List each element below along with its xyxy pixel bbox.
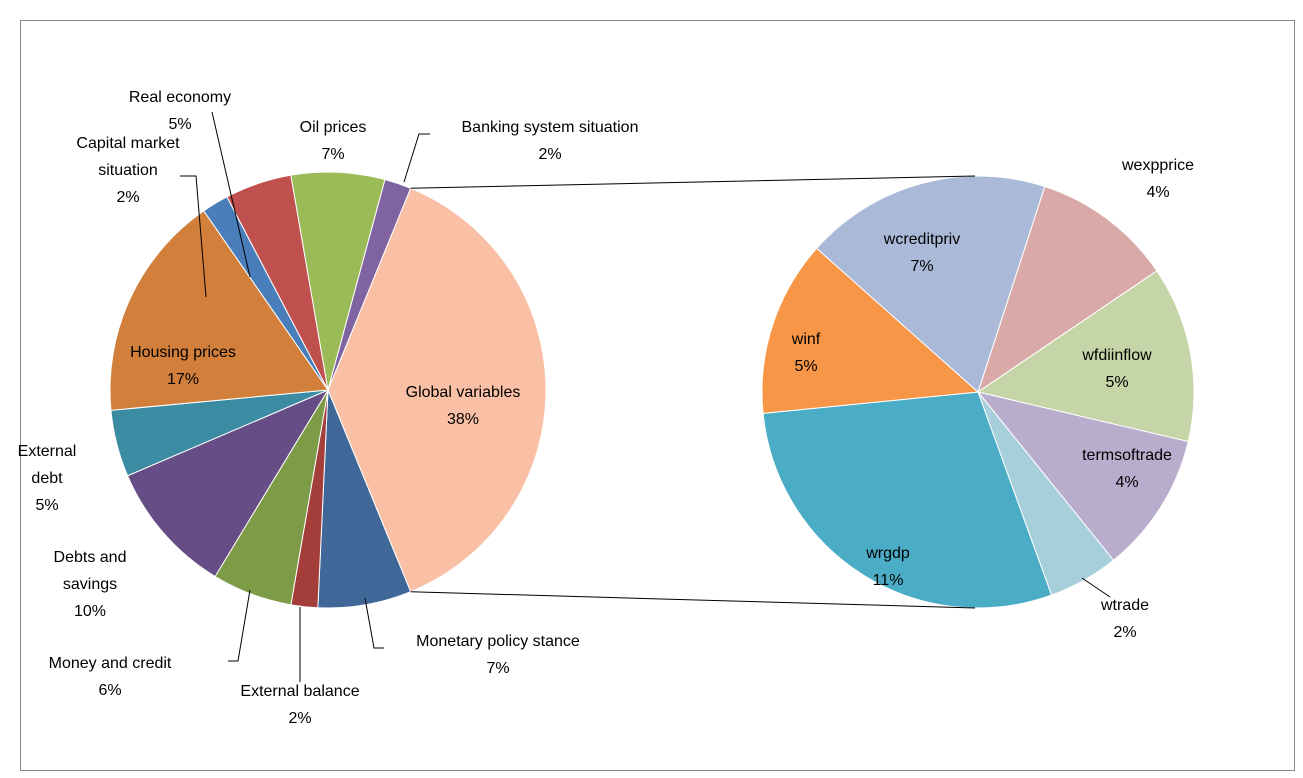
value-label: 4% (1115, 474, 1139, 491)
value-label: 4% (1146, 184, 1170, 201)
category-name: wcreditpriv (883, 231, 961, 248)
slice-label: wcreditpriv 7% (852, 226, 992, 280)
category-name: Banking system situation (461, 119, 639, 136)
slice-label: Monetary policy stance 7% (368, 628, 628, 682)
category-name: Housing prices (130, 344, 236, 361)
slice-label: wrgdp 11% (838, 540, 938, 594)
slice-label: External balance 2% (200, 678, 400, 732)
category-name: winf (791, 331, 821, 348)
leader-line (403, 133, 430, 183)
category-name: Oil prices (299, 119, 367, 136)
category-name: wtrade (1100, 597, 1150, 614)
leader-line (228, 589, 251, 662)
value-label: 7% (321, 146, 345, 163)
category-name: wexpprice (1121, 157, 1195, 174)
value-label: 5% (35, 497, 59, 514)
value-label: 6% (98, 682, 122, 699)
slice-label: wfdiinflow 5% (1047, 342, 1187, 396)
slice-label: wtrade 2% (1075, 592, 1175, 646)
value-label: 2% (1113, 624, 1137, 641)
slice-label: Real economy 5% (110, 84, 250, 138)
slice-label: Housing prices 17% (103, 339, 263, 393)
pie-slice (327, 178, 412, 391)
leader-line (1081, 577, 1111, 598)
value-label: 11% (872, 572, 904, 589)
pie-slice (815, 175, 1046, 393)
slice-label: Global variables 38% (363, 379, 563, 433)
slices (109, 171, 1195, 609)
leader-line (211, 111, 251, 278)
pie-slice (977, 185, 1158, 394)
pie-slice (761, 247, 980, 414)
pie-slice (126, 388, 330, 578)
category-name: External debt (17, 443, 77, 487)
value-label: 5% (168, 116, 192, 133)
value-label: 2% (288, 710, 312, 727)
leader-line (364, 597, 384, 649)
category-name: Monetary policy stance (416, 633, 580, 650)
value-label: 10% (73, 603, 107, 620)
value-label: 7% (486, 660, 510, 677)
slice-label: Banking system situation 2% (400, 114, 700, 168)
category-name: wfdiinflow (1082, 347, 1152, 364)
slice-label: Money and credit 6% (10, 650, 210, 704)
category-name: Capital market situation (76, 135, 180, 179)
connector-line (410, 175, 976, 189)
pie-slice (327, 187, 547, 593)
slice-label: wexpprice 4% (1088, 152, 1228, 206)
value-label: 5% (1105, 374, 1129, 391)
category-name: Real economy (128, 89, 232, 106)
value-label: 2% (538, 146, 562, 163)
category-name: Global variables (405, 384, 521, 401)
leader-line (180, 175, 207, 298)
category-name: External balance (240, 683, 360, 700)
chart-frame (20, 20, 1295, 771)
value-label: 7% (910, 258, 934, 275)
pie-slice (976, 391, 1189, 561)
pie-slice (976, 270, 1195, 443)
slice-label: termsoftrade 4% (1052, 442, 1202, 496)
value-label: 38% (446, 411, 480, 428)
slice-label: Oil prices 7% (273, 114, 393, 168)
pie-slice (109, 210, 329, 411)
slice-label: Debts and savings 10% (35, 544, 145, 625)
category-name: wrgdp (866, 545, 910, 562)
slice-label: winf 5% (766, 326, 846, 380)
connector-line (410, 591, 976, 609)
value-label: 2% (116, 189, 140, 206)
value-label: 5% (794, 358, 818, 375)
slice-label: Capital market situation 2% (58, 130, 198, 211)
pie-slice (762, 391, 1053, 609)
value-label: 17% (166, 371, 200, 388)
category-name: Money and credit (48, 655, 172, 672)
slice-label: External debt 5% (2, 438, 92, 519)
category-name: Debts and savings (53, 549, 127, 593)
category-name: termsoftrade (1082, 447, 1172, 464)
